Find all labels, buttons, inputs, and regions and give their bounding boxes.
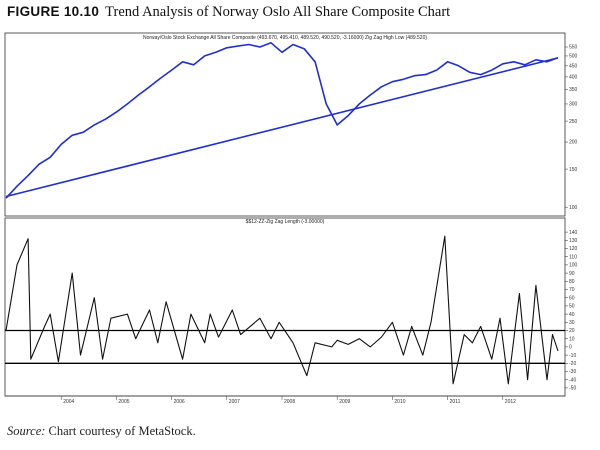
price-panel-title: Norway/Oslo Stock Exchange All Share Com… — [143, 35, 427, 41]
price-y-tick-label: 300 — [569, 102, 578, 108]
figure-title: Trend Analysis of Norway Oslo All Share … — [105, 4, 451, 20]
figure-number: FIGURE 10.10 — [7, 4, 100, 19]
x-tick-label: 2009 — [339, 399, 350, 405]
oscillator-y-tick-label: 80 — [569, 279, 575, 285]
oscillator-plot — [5, 235, 565, 385]
source-label: Source: — [7, 424, 46, 438]
x-tick-label: 2010 — [394, 399, 405, 405]
oscillator-y-tick-label: 120 — [569, 246, 578, 252]
oscillator-y-axis: -50 -40 -30 -20 -10 0 10 20 30 40 50 60 70 80 90 100 110… — [565, 230, 578, 392]
oscillator-y-tick-label: 70 — [569, 287, 575, 293]
price-y-tick-label: 250 — [569, 119, 578, 125]
price-line — [5, 41, 559, 199]
price-y-axis: 100 150 200 250 300 350 400 450 500 550 — [565, 45, 578, 211]
oscillator-y-tick-label: -30 — [569, 369, 576, 375]
price-y-tick-label: 100 — [569, 205, 578, 211]
price-y-tick-label: 350 — [569, 87, 578, 93]
oscillator-y-tick-label: 100 — [569, 263, 578, 269]
oscillator-line — [5, 235, 559, 385]
price-y-tick-label: 200 — [569, 140, 578, 146]
oscillator-y-tick-label: 10 — [569, 336, 575, 342]
x-tick-label: 2011 — [450, 399, 461, 405]
oscillator-y-tick-label: -10 — [569, 353, 576, 359]
oscillator-y-tick-label: 40 — [569, 312, 575, 318]
oscillator-panel-title: $$12-ZZ-Zig Zag Length (-3.00000) — [246, 219, 325, 225]
x-tick-label: 2005 — [118, 399, 129, 405]
price-y-tick-label: 150 — [569, 167, 578, 173]
oscillator-y-tick-label: 50 — [569, 304, 575, 310]
oscillator-y-tick-label: 30 — [569, 320, 575, 326]
oscillator-y-tick-label: -50 — [569, 386, 576, 392]
trendline — [5, 57, 559, 198]
oscillator-y-tick-label: -20 — [569, 361, 576, 367]
x-tick-label: 2007 — [229, 399, 240, 405]
source-note: Source: Chart courtesy of MetaStock. — [7, 424, 196, 439]
oscillator-y-tick-label: 90 — [569, 271, 575, 277]
oscillator-panel-frame — [4, 217, 566, 397]
x-axis: 2004 2005 2006 2007 2008 2009 2010 2011 2012 — [5, 395, 565, 405]
oscillator-y-tick-label: 130 — [569, 238, 578, 244]
oscillator-y-tick-label: 60 — [569, 295, 575, 301]
price-y-tick-label: 450 — [569, 64, 578, 70]
price-plot — [5, 41, 559, 199]
x-tick-label: 2012 — [505, 399, 516, 405]
oscillator-y-tick-label: 110 — [569, 254, 577, 260]
x-tick-label: 2006 — [174, 399, 185, 405]
price-y-tick-label: 500 — [569, 54, 578, 60]
x-tick-label: 2008 — [284, 399, 295, 405]
oscillator-y-tick-label: 0 — [569, 345, 572, 351]
price-panel-frame — [4, 32, 566, 217]
oscillator-y-tick-label: 140 — [569, 230, 578, 236]
oscillator-y-tick-label: -40 — [569, 377, 576, 383]
price-y-tick-label: 400 — [569, 75, 578, 81]
price-y-tick-label: 550 — [569, 45, 578, 51]
source-text: Chart courtesy of MetaStock. — [48, 424, 196, 438]
x-tick-label: 2004 — [63, 399, 74, 405]
oscillator-y-tick-label: 20 — [569, 328, 575, 334]
figure-header: FIGURE 10.10 Trend Analysis of Norway Osl… — [7, 4, 450, 21]
